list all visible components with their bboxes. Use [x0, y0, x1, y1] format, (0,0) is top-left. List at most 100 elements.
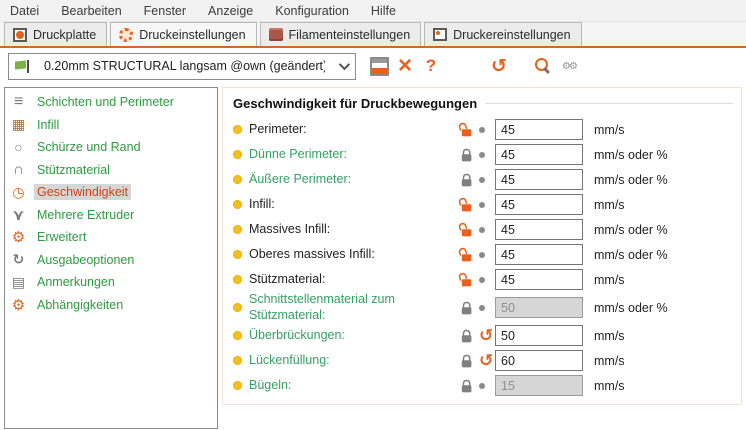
undo-all-icon[interactable]: [486, 54, 512, 78]
dot-indicator: [479, 227, 495, 233]
menu-item[interactable]: Konfiguration: [275, 3, 349, 18]
settings-tab[interactable]: Druckereinstellungen: [424, 22, 582, 46]
delete-icon[interactable]: [392, 54, 418, 78]
multiple-extruders-icon: [10, 206, 27, 224]
skirt-icon: [10, 139, 27, 155]
setting-row: Bügeln: mm/s: [233, 373, 733, 398]
dependencies-icon: [10, 296, 27, 314]
setting-label: Perimeter:: [249, 121, 307, 136]
group-title: Geschwindigkeit für Druckbewegungen: [233, 96, 478, 111]
unlock-icon[interactable]: [461, 197, 472, 211]
notes-icon: [10, 274, 27, 291]
preset-toolbar: 0.20mm STRUCTURAL langsam @own (geändert…: [0, 48, 746, 84]
sidebar-item[interactable]: Erweitert: [5, 226, 217, 249]
bullet-icon: [233, 275, 242, 284]
unit-label: mm/s: [594, 197, 625, 212]
settings-rows: Perimeter: mm/s Dünne Perimeter: mm/s od…: [233, 117, 733, 398]
bullet-icon: [233, 250, 242, 259]
lock-icon[interactable]: [461, 329, 472, 343]
layers-icon: [10, 93, 27, 111]
lock-icon[interactable]: [461, 147, 472, 161]
dot-indicator: [479, 177, 495, 183]
menu-item[interactable]: Anzeige: [208, 3, 254, 18]
unit-label: mm/s oder %: [594, 147, 668, 162]
value-input: [495, 297, 583, 319]
settings-tab[interactable]: Druckeinstellungen: [110, 22, 257, 46]
output-options-icon: [10, 251, 27, 268]
sidebar-item[interactable]: Infill: [5, 114, 217, 137]
speed-clock-icon: [10, 184, 27, 201]
menu-bar: Datei Bearbeiten Fenster Anzeige Konfigu…: [0, 0, 746, 22]
sidebar-item-label: Infill: [37, 117, 60, 132]
menu-item[interactable]: Fenster: [143, 3, 187, 18]
value-input[interactable]: [495, 269, 583, 290]
chevron-down-icon: [338, 58, 351, 71]
settings-tab[interactable]: Filamenteinstellungen: [259, 22, 422, 46]
speed-settings-panel: Geschwindigkeit für Druckbewegungen Peri…: [222, 87, 742, 405]
value-input[interactable]: [495, 350, 583, 372]
sidebar-item-label: Schürze und Rand: [37, 140, 141, 155]
tab-label: Filamenteinstellungen: [288, 27, 411, 42]
unlock-all-icon[interactable]: [460, 54, 486, 78]
unlock-icon[interactable]: [461, 222, 472, 236]
sidebar-item[interactable]: Stützmaterial: [5, 159, 217, 182]
bullet-icon: [233, 356, 242, 366]
value-input[interactable]: [495, 194, 583, 215]
setting-row: Lückenfüllung: mm/s: [233, 348, 733, 373]
setting-row: Oberes massives Infill: mm/s oder %: [233, 242, 733, 267]
support-icon: [10, 161, 27, 178]
setting-row: Äußere Perimeter: mm/s oder %: [233, 167, 733, 192]
sidebar-item[interactable]: Ausgabeoptionen: [5, 249, 217, 272]
undo-icon[interactable]: [479, 329, 495, 343]
preset-dropdown[interactable]: 0.20mm STRUCTURAL langsam @own (geändert…: [8, 52, 356, 80]
help-icon[interactable]: [418, 54, 444, 78]
setting-row: Schnittstellenmaterial zum Stützmaterial…: [233, 292, 733, 323]
setting-label: Massives Infill:: [249, 221, 331, 236]
value-input[interactable]: [495, 144, 583, 165]
menu-item[interactable]: Bearbeiten: [61, 3, 122, 18]
undo-icon[interactable]: [479, 354, 495, 368]
menu-item[interactable]: Datei: [10, 3, 40, 18]
setting-row: Stützmaterial: mm/s: [233, 267, 733, 292]
advanced-gear-icon: [10, 228, 27, 246]
sidebar-item-label: Ausgabeoptionen: [37, 252, 135, 267]
lock-icon[interactable]: [461, 300, 472, 315]
value-input[interactable]: [495, 219, 583, 240]
compare-presets-icon[interactable]: [556, 54, 582, 78]
value-input: [495, 375, 583, 397]
save-icon[interactable]: [366, 54, 392, 78]
unlock-icon[interactable]: [461, 122, 472, 136]
sidebar-item[interactable]: Schichten und Perimeter: [5, 91, 217, 114]
menu-item[interactable]: Hilfe: [370, 3, 396, 18]
settings-tab[interactable]: Druckplatte: [4, 22, 108, 46]
sidebar-item[interactable]: Mehrere Extruder: [5, 204, 217, 227]
sidebar-item[interactable]: Abhängigkeiten: [5, 294, 217, 317]
sidebar-item[interactable]: Anmerkungen: [5, 271, 217, 294]
setting-label: Bügeln:: [249, 377, 292, 392]
sidebar-item[interactable]: Geschwindigkeit: [5, 181, 217, 204]
group-title-row: Geschwindigkeit für Druckbewegungen: [233, 96, 733, 111]
value-input[interactable]: [495, 244, 583, 265]
unit-label: mm/s: [594, 122, 625, 137]
unlock-icon[interactable]: [461, 272, 472, 286]
value-input[interactable]: [495, 325, 583, 347]
lock-icon[interactable]: [461, 172, 472, 186]
lock-icon[interactable]: [461, 354, 472, 368]
tab-label: Druckeinstellungen: [139, 27, 246, 42]
unit-label: mm/s oder %: [594, 172, 668, 187]
bullet-icon: [233, 200, 242, 209]
setting-row: Massives Infill: mm/s oder %: [233, 217, 733, 242]
sidebar-item[interactable]: Schürze und Rand: [5, 136, 217, 159]
unlock-icon[interactable]: [461, 247, 472, 261]
search-icon[interactable]: [530, 54, 556, 78]
setting-label: Überbrückungen:: [249, 327, 345, 342]
sidebar-item-label: Anmerkungen: [37, 275, 115, 290]
preset-name: 0.20mm STRUCTURAL langsam @own (geändert…: [44, 59, 325, 73]
printer-icon: [433, 28, 448, 41]
lock-icon[interactable]: [461, 379, 472, 393]
unit-label: mm/s: [594, 353, 625, 368]
value-input[interactable]: [495, 169, 583, 190]
setting-row: Infill: mm/s: [233, 192, 733, 217]
setting-label: Stützmaterial:: [249, 271, 326, 286]
value-input[interactable]: [495, 119, 583, 140]
